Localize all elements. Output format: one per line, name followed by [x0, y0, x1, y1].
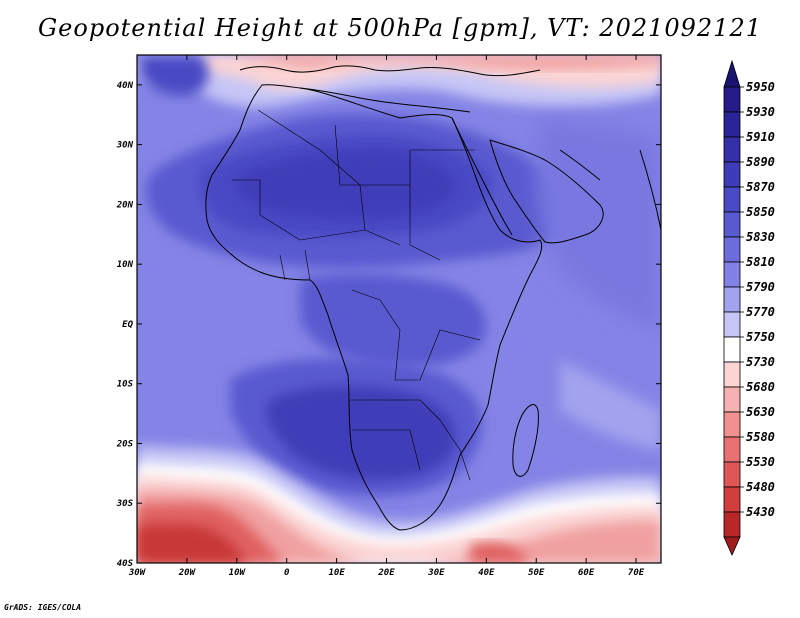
colorbar-label: 5930 [746, 105, 775, 119]
x-tick-label: 0 [284, 568, 290, 578]
colorbar-bottom-arrow [723, 536, 741, 556]
y-tick-label: EQ [122, 320, 133, 330]
colorbar-label: 5810 [746, 255, 775, 269]
colorbar-label: 5730 [746, 355, 775, 369]
colorbar-swatch [723, 386, 741, 413]
colorbar-swatch [723, 261, 741, 288]
colorbar-swatch [723, 311, 741, 338]
colorbar-swatch [723, 136, 741, 163]
y-tick-label: 20N [116, 200, 134, 210]
colorbar-label: 5790 [746, 280, 775, 294]
colorbar-swatch [723, 461, 741, 488]
colorbar-label: 5750 [746, 330, 775, 344]
x-tick-label: 20E [377, 568, 395, 578]
colorbar: 5950 5930 5910 5890 5870 5850 5830 5810 5790 5770… [723, 59, 775, 556]
x-tick-label: 70E [628, 568, 645, 578]
colorbar-label: 5530 [746, 455, 775, 469]
y-axis: 40N 30N 20N 10N EQ 10S 20S 30S 40S [116, 81, 661, 569]
x-axis: 30W 20W 10W 0 10E 20E 30E 40E 50E 60E 70E [128, 55, 645, 578]
colorbar-label: 5830 [746, 230, 775, 244]
colorbar-top-arrow [723, 59, 741, 88]
colorbar-swatch [723, 236, 741, 263]
colorbar-label: 5870 [746, 180, 775, 194]
y-tick-label: 30N [116, 141, 134, 151]
colorbar-swatch [723, 361, 741, 388]
colorbar-label: 5950 [746, 80, 775, 94]
x-tick-label: 10W [229, 568, 247, 578]
colorbar-swatch [723, 486, 741, 513]
chart-title: Geopotential Height at 500hPa [gpm], VT:… [38, 14, 762, 42]
colorbar-label: 5430 [746, 505, 775, 519]
y-tick-label: 30S [116, 499, 134, 509]
colorbar-label: 5910 [746, 130, 775, 144]
colorbar-swatch [723, 286, 741, 313]
x-tick-label: 40E [478, 568, 495, 578]
colorbar-swatch [723, 336, 741, 363]
plot-frame [136, 54, 662, 564]
colorbar-label: 5850 [746, 205, 775, 219]
x-tick-label: 30E [427, 568, 445, 578]
x-tick-label: 10E [328, 568, 345, 578]
colorbar-swatch [723, 411, 741, 438]
colorbar-swatch [723, 111, 741, 138]
x-tick-label: 30W [128, 568, 147, 578]
y-tick-label: 10S [117, 380, 134, 390]
colorbar-label: 5630 [746, 405, 775, 419]
colorbar-swatch [723, 211, 741, 238]
colorbar-label: 5770 [746, 305, 775, 319]
colorbar-label: 5680 [746, 380, 775, 394]
colorbar-label: 5480 [746, 480, 775, 494]
colorbar-swatch [723, 86, 741, 113]
y-tick-label: 40N [117, 81, 134, 91]
x-tick-label: 50E [528, 568, 545, 578]
colorbar-swatch [723, 161, 741, 188]
colorbar-swatch [723, 436, 741, 463]
x-tick-label: 20W [178, 568, 197, 578]
country-borders [232, 109, 481, 481]
colorbar-label: 5890 [746, 155, 775, 169]
grads-credit: GrADS: IGES/COLA [4, 603, 82, 612]
x-tick-label: 60E [578, 568, 595, 578]
geopotential-field [137, 55, 661, 563]
y-tick-label: 40S [117, 559, 134, 569]
colorbar-swatch [723, 511, 741, 538]
colorbar-swatch [723, 186, 741, 213]
y-tick-label: 10N [117, 260, 134, 270]
y-tick-label: 20S [116, 439, 134, 449]
coastlines [205, 65, 661, 531]
colorbar-label: 5580 [746, 430, 775, 444]
